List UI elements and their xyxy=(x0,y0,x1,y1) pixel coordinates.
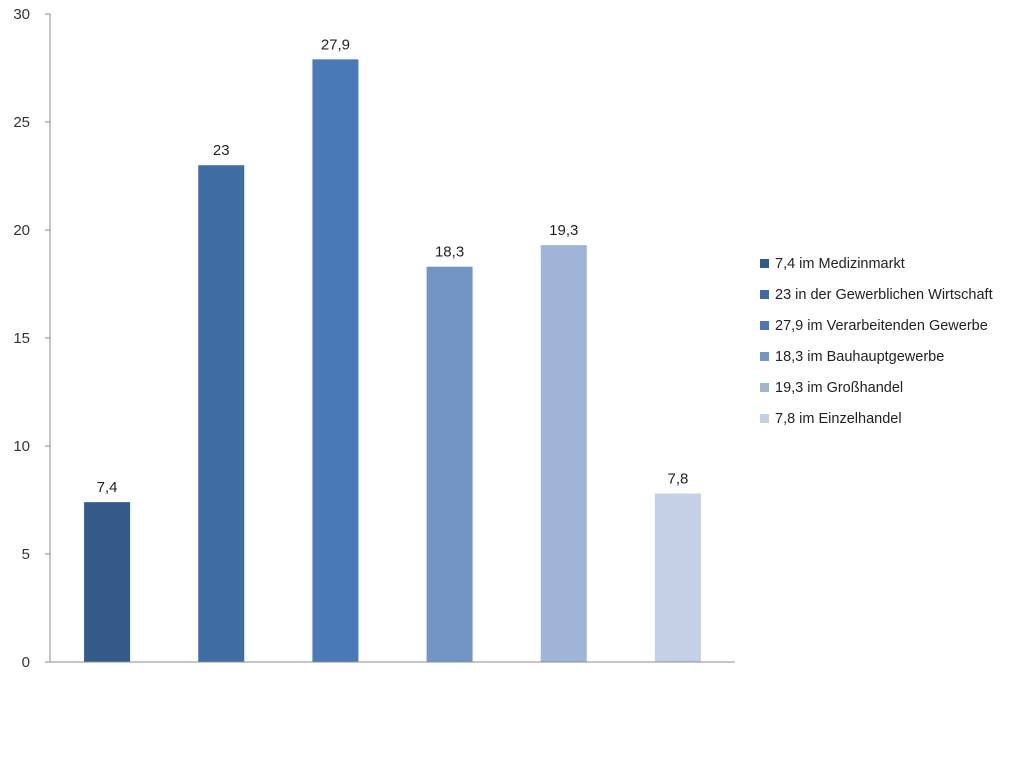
bar-value-label: 18,3 xyxy=(435,244,464,261)
bar-value-label: 7,8 xyxy=(667,471,688,488)
legend-label: 19,3 im Großhandel xyxy=(775,379,904,396)
bar-value-label: 27,9 xyxy=(321,36,350,53)
legend-swatch xyxy=(760,259,769,268)
legend: 7,4 im Medizinmarkt 23 in der Gewerbliche… xyxy=(760,248,993,434)
legend-item: 23 in der Gewerblichen Wirtschaft xyxy=(760,279,993,310)
y-tick-label: 20 xyxy=(13,222,30,239)
legend-item: 27,9 im Verarbeitenden Gewerbe xyxy=(760,310,993,341)
legend-label: 7,4 im Medizinmarkt xyxy=(775,255,905,272)
y-tick-label: 30 xyxy=(13,6,30,23)
bar xyxy=(198,165,245,662)
y-tick-label: 15 xyxy=(13,330,30,347)
legend-swatch xyxy=(760,383,769,392)
legend-item: 7,4 im Medizinmarkt xyxy=(760,248,993,279)
bar-value-label: 7,4 xyxy=(97,479,118,496)
bar xyxy=(426,266,473,662)
y-tick-label: 5 xyxy=(22,546,30,563)
legend-item: 7,8 im Einzelhandel xyxy=(760,403,993,434)
bar xyxy=(312,59,359,663)
bars xyxy=(84,59,701,663)
bar-value-label: 23 xyxy=(213,142,230,159)
legend-swatch xyxy=(760,414,769,423)
legend-swatch xyxy=(760,352,769,361)
y-axis: 0 5 10 15 20 25 30 xyxy=(13,6,51,671)
value-labels: 7,4 23 27,9 18,3 19,3 7,8 xyxy=(97,36,689,496)
legend-label: 18,3 im Bauhauptgewerbe xyxy=(775,348,945,365)
legend-label: 7,8 im Einzelhandel xyxy=(775,410,902,427)
bar xyxy=(540,245,587,662)
bar-value-label: 19,3 xyxy=(549,222,578,239)
legend-label: 23 in der Gewerblichen Wirtschaft xyxy=(775,286,993,303)
legend-swatch xyxy=(760,290,769,299)
y-tick-label: 10 xyxy=(13,438,30,455)
y-tick-label: 25 xyxy=(13,114,30,131)
legend-label: 27,9 im Verarbeitenden Gewerbe xyxy=(775,317,988,334)
legend-item: 18,3 im Bauhauptgewerbe xyxy=(760,341,993,372)
legend-item: 19,3 im Großhandel xyxy=(760,372,993,403)
bar xyxy=(654,493,701,662)
legend-swatch xyxy=(760,321,769,330)
bar xyxy=(84,502,131,662)
y-tick-label: 0 xyxy=(22,654,30,671)
